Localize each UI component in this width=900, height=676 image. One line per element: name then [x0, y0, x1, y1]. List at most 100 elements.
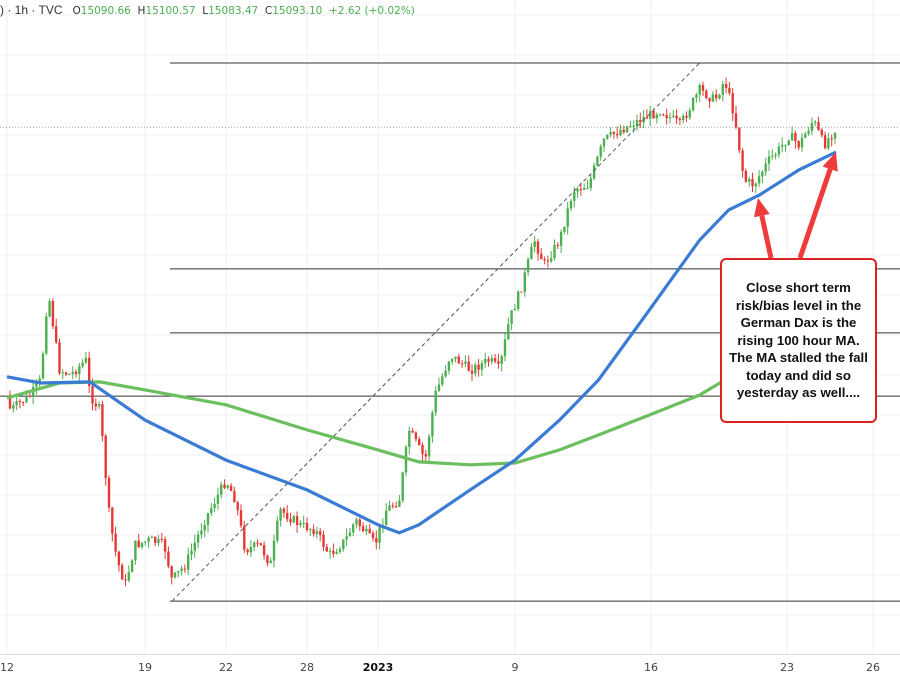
candle [58, 342, 61, 374]
candle [777, 146, 781, 155]
candle [246, 549, 249, 553]
ma100-line [6, 150, 837, 535]
candle [196, 534, 200, 543]
candle [229, 485, 233, 492]
candle [414, 432, 418, 440]
candle [464, 361, 467, 364]
candle [619, 129, 622, 136]
candle [243, 525, 246, 550]
candle [513, 308, 517, 311]
candle [553, 244, 556, 259]
candle [150, 536, 154, 539]
candle [187, 554, 190, 570]
ohlc-header: ) · 1h · TVC O15090.66 H15100.57 L15083.… [0, 3, 415, 17]
candle [91, 386, 94, 404]
candle [556, 244, 559, 246]
candle [348, 532, 352, 537]
candle [550, 258, 553, 262]
time-axis[interactable]: 12 19 22 28 2023 9 16 23 26 [0, 654, 900, 676]
candle [833, 132, 837, 139]
candle [239, 510, 243, 526]
candle [487, 359, 490, 362]
candle [688, 110, 691, 118]
candle [480, 363, 484, 370]
candle [355, 519, 358, 525]
candle [35, 382, 38, 388]
candle [731, 93, 734, 114]
candle [137, 540, 140, 548]
close-label: C [264, 5, 273, 17]
candle [695, 94, 698, 98]
candle [322, 534, 325, 547]
candle [262, 545, 266, 556]
candle [596, 156, 599, 166]
candle [48, 301, 51, 317]
candle [444, 370, 447, 377]
candle [236, 502, 239, 511]
annotation-box: Close short term risk/bias level in the … [720, 258, 877, 423]
candle [361, 526, 365, 532]
candle [691, 97, 695, 111]
candle [474, 364, 477, 374]
candle [715, 94, 718, 99]
x-tick-label: 26 [866, 661, 880, 674]
candle [563, 226, 566, 232]
candle [573, 191, 576, 201]
price-chart[interactable] [0, 0, 900, 655]
candle [38, 378, 41, 383]
candle [114, 533, 117, 552]
candle [530, 246, 533, 260]
open-value: 15090.66 [80, 5, 131, 17]
candle [639, 119, 642, 123]
candle [718, 94, 721, 99]
candle [177, 571, 180, 573]
candles [8, 77, 837, 587]
candle [279, 508, 282, 521]
arrow-shaft [797, 168, 833, 259]
candle [163, 539, 167, 552]
candle [632, 125, 635, 127]
candle [526, 259, 530, 273]
candle [160, 538, 163, 540]
candle [130, 560, 134, 573]
candle [12, 405, 15, 409]
x-tick-label: 23 [780, 661, 794, 674]
x-tick-label: 9 [511, 661, 519, 674]
candle [434, 390, 437, 413]
candle [784, 144, 787, 146]
candle [738, 127, 741, 151]
candle [748, 178, 751, 182]
candle [147, 538, 150, 542]
candle [804, 133, 807, 138]
candle [256, 542, 259, 544]
candle [827, 138, 830, 149]
candle [823, 135, 827, 149]
candle [216, 494, 220, 504]
candle [441, 376, 444, 385]
candle [757, 176, 761, 184]
candle [295, 516, 299, 526]
candle [319, 531, 322, 535]
candle [220, 484, 223, 495]
candle [457, 356, 460, 364]
candle [533, 241, 536, 247]
candle [101, 404, 104, 436]
candle [157, 538, 160, 543]
candle [97, 404, 101, 407]
candle [523, 272, 526, 292]
symbol-tail: ) [0, 3, 4, 17]
candle [682, 115, 685, 121]
candle [41, 353, 45, 379]
arrow-head [822, 152, 838, 172]
candle [117, 551, 121, 566]
interval[interactable]: 1h [14, 3, 29, 17]
candle [338, 549, 342, 552]
candle [427, 436, 431, 457]
candle [64, 372, 68, 375]
candle [814, 121, 817, 123]
candle [345, 536, 348, 540]
candle [272, 540, 276, 561]
candle [71, 371, 74, 375]
candle [454, 356, 457, 359]
candle [18, 401, 22, 403]
